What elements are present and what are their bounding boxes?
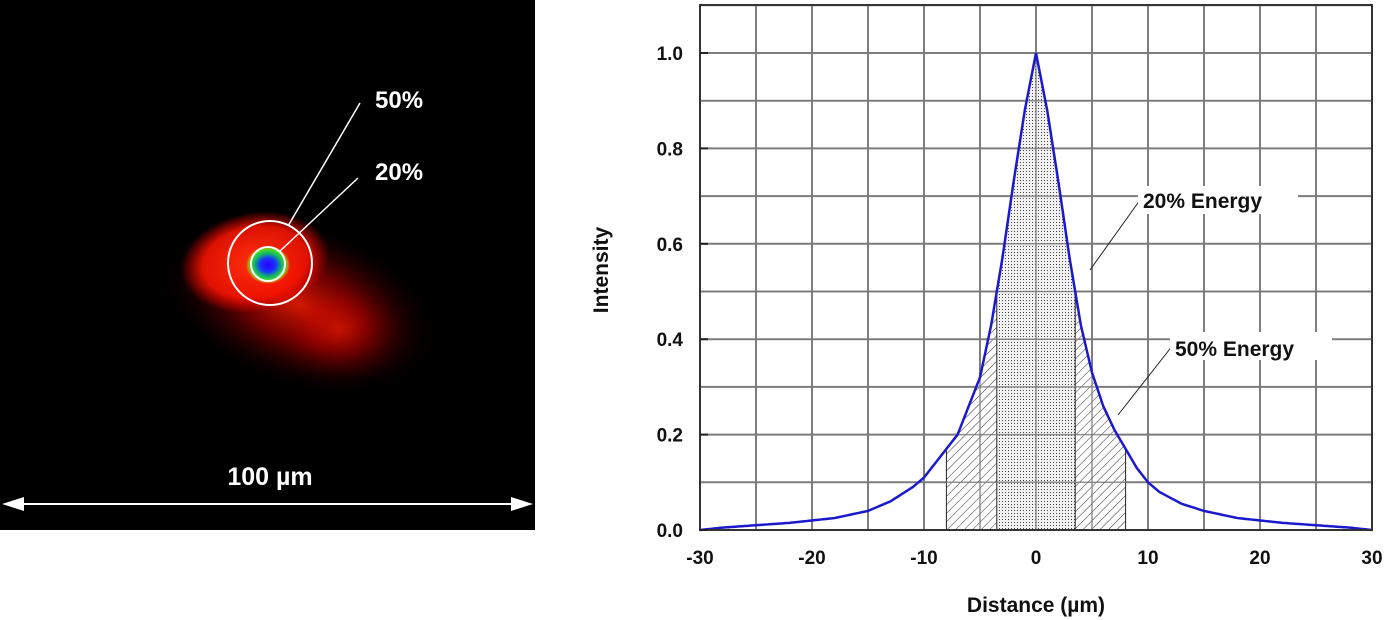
y-tick-label: 0.4	[657, 330, 684, 351]
leader-20-energy	[1089, 199, 1141, 271]
y-tick-label: 1.0	[657, 44, 683, 65]
y-tick-label: 0.0	[657, 521, 683, 542]
beam-spot-svg: 50% 20% 100 µm	[2, 87, 533, 511]
scale-arrow	[2, 497, 533, 511]
beam-glow	[164, 211, 436, 393]
intensity-curve	[699, 52, 1373, 532]
y-tick-label: 0.6	[657, 235, 683, 256]
plot-frame	[699, 4, 1373, 531]
beam-spot-image: 50% 20% 100 µm	[0, 0, 535, 530]
energy-regions	[700, 5, 1372, 530]
annotation-20-energy: 20% Energy	[1143, 190, 1262, 213]
y-tick-label: 0.8	[657, 139, 683, 160]
ring-20-percent	[250, 246, 286, 282]
ring-label-50: 50%	[375, 87, 423, 114]
x-axis-ticks: -30 -20 -10 0 10 20 30	[686, 548, 1382, 569]
leader-50	[287, 102, 361, 227]
x-tick-label: -30	[686, 548, 713, 569]
ring-label-20: 20%	[375, 159, 423, 186]
label-bg-20	[1138, 186, 1298, 214]
y-axis-ticks: 0.0 0.2 0.4 0.6 0.8 1.0	[657, 44, 708, 542]
x-axis-title: Distance (µm)	[967, 594, 1105, 617]
ring-50-percent	[227, 220, 313, 306]
x-tick-label: 20	[1249, 548, 1270, 569]
annotation-50-energy: 50% Energy	[1175, 338, 1294, 361]
x-tick-label: 10	[1137, 548, 1158, 569]
x-tick-label: -10	[910, 548, 937, 569]
label-bg-50	[1170, 332, 1332, 360]
leader-50-energy	[1117, 344, 1174, 416]
y-axis-title: Intensity	[590, 227, 613, 314]
x-tick-label: -20	[798, 548, 825, 569]
scale-label: 100 µm	[227, 463, 312, 491]
x-tick-label: 30	[1361, 548, 1382, 569]
x-tick-label: 0	[1031, 548, 1042, 569]
y-tick-label: 0.2	[657, 426, 683, 447]
leader-20	[279, 177, 359, 252]
